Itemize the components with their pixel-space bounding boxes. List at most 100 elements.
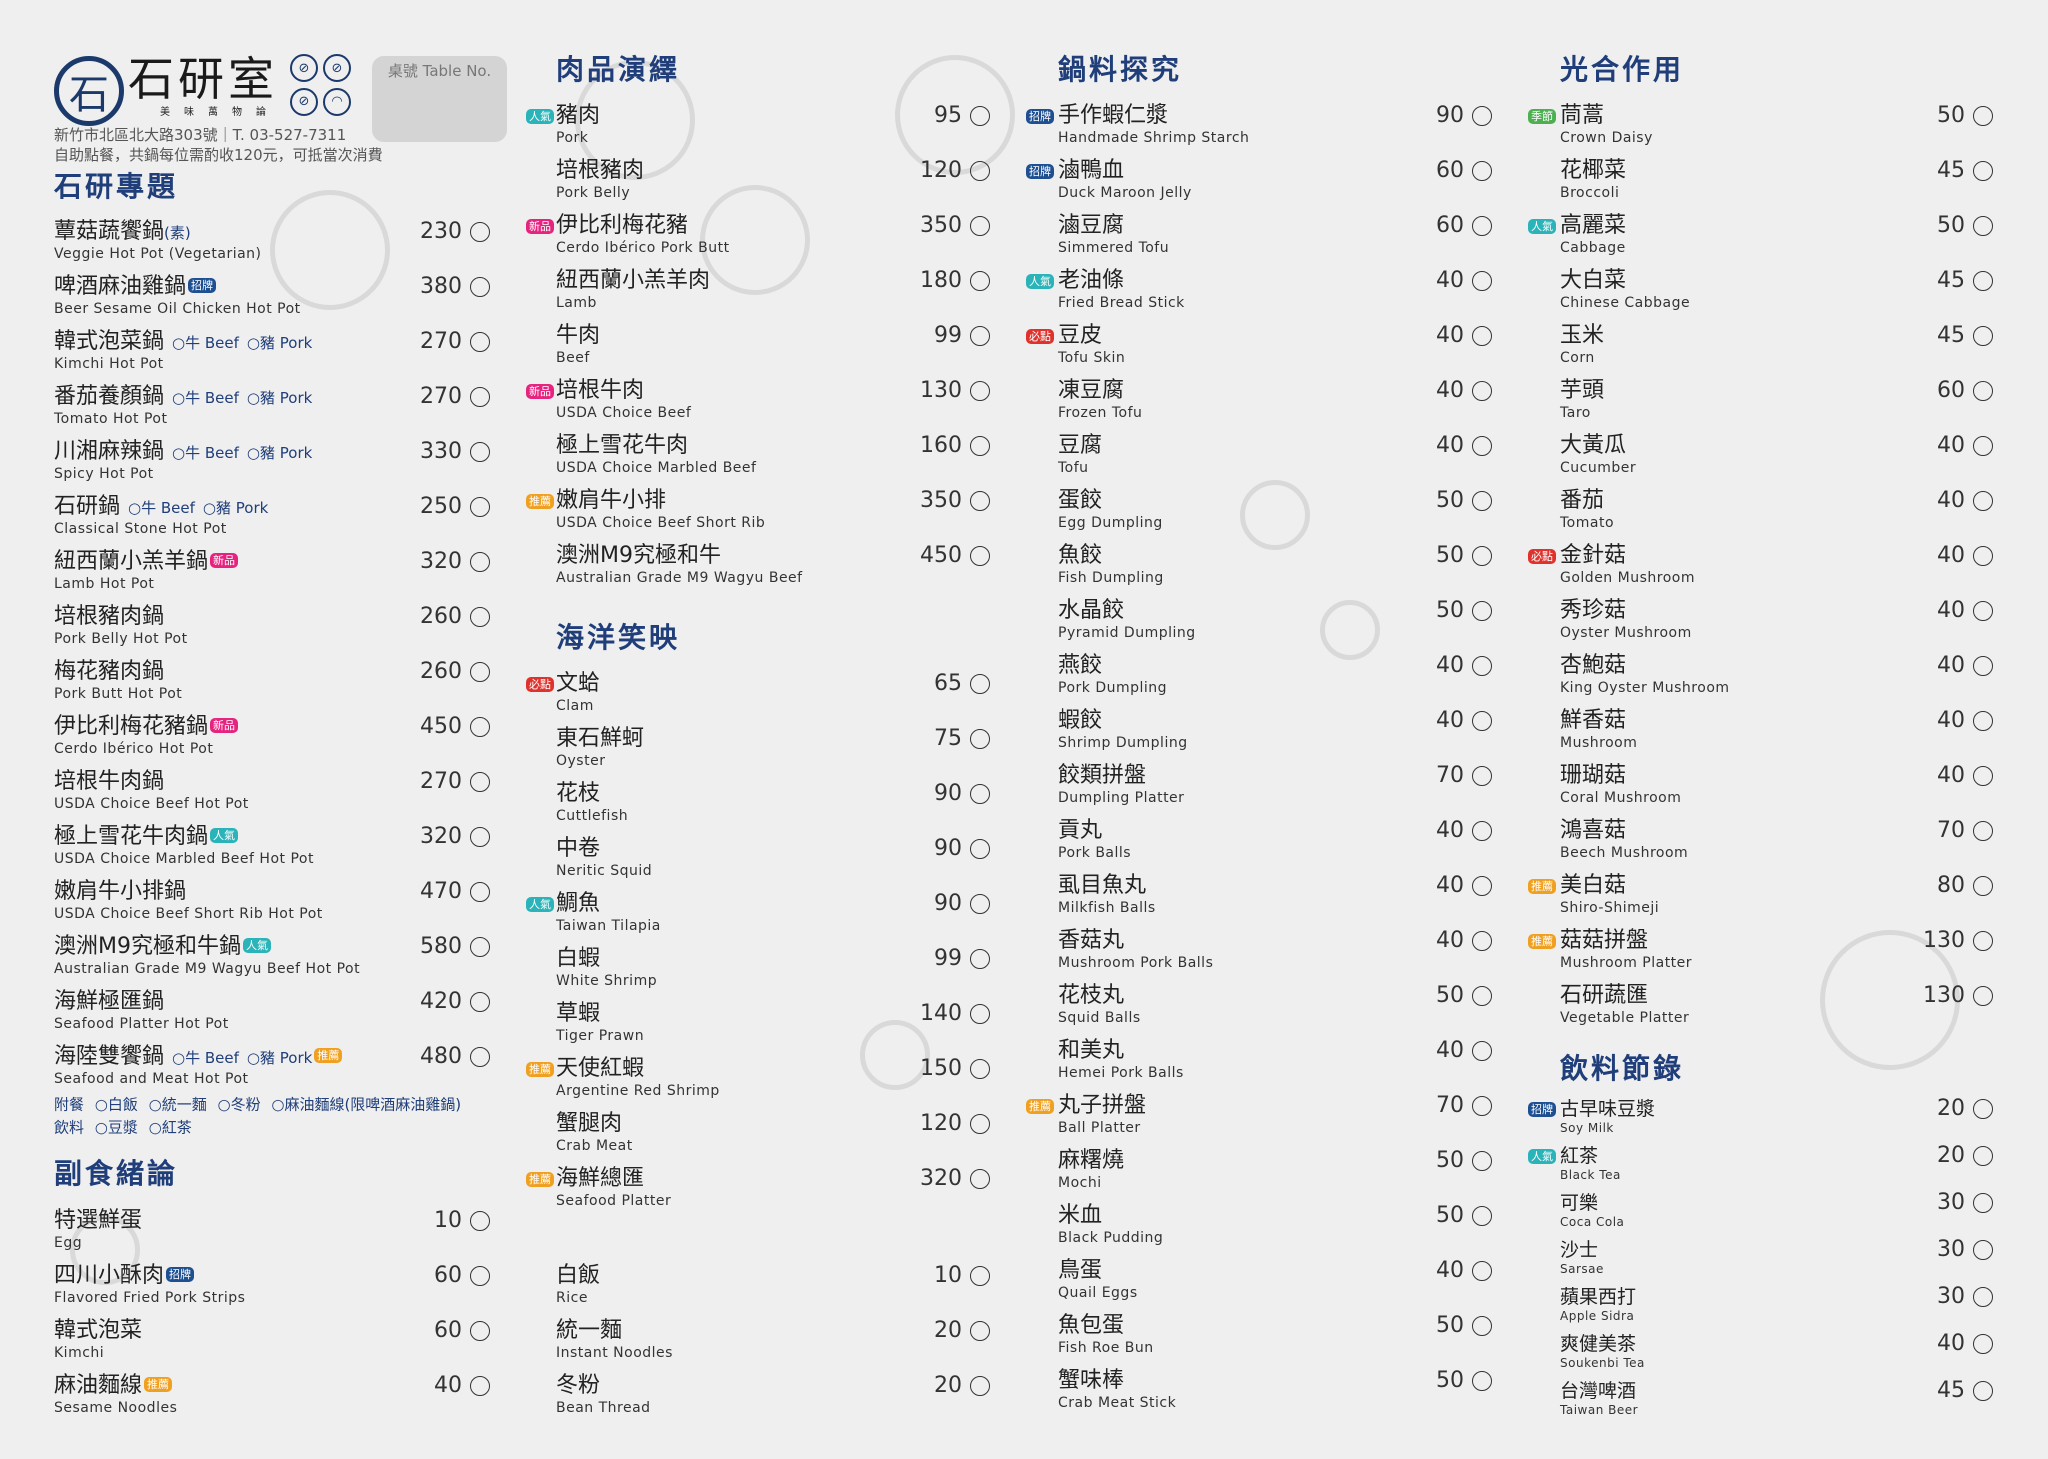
order-checkbox[interactable]	[970, 1004, 990, 1024]
menu-item[interactable]: 沙士 Sarsae 30	[0, 1237, 2048, 1281]
menu-item[interactable]: 韓式泡菜鍋 ○牛 Beef ○豬 Pork Kimchi Hot Pot 270	[0, 329, 2048, 373]
option-checkbox[interactable]: ○牛 Beef	[172, 1049, 239, 1067]
menu-item[interactable]: 石研鍋 ○牛 Beef ○豬 Pork Classical Stone Hot Pot…	[0, 494, 2048, 538]
order-checkbox[interactable]	[1472, 1041, 1492, 1061]
order-checkbox[interactable]	[1472, 656, 1492, 676]
order-checkbox[interactable]	[470, 442, 490, 462]
order-checkbox[interactable]	[1973, 1146, 1993, 1166]
menu-item[interactable]: 澳洲M9究極和牛 Australian Grade M9 Wagyu Beef 45…	[0, 543, 2048, 587]
menu-item[interactable]: 滷豆腐 Simmered Tofu 60	[0, 213, 2048, 257]
order-checkbox[interactable]	[470, 497, 490, 517]
order-checkbox[interactable]	[970, 326, 990, 346]
order-checkbox[interactable]	[470, 1376, 490, 1396]
order-checkbox[interactable]	[470, 992, 490, 1012]
order-checkbox[interactable]	[1973, 1193, 1993, 1213]
order-checkbox[interactable]	[1973, 216, 1993, 236]
order-checkbox[interactable]	[1472, 491, 1492, 511]
order-checkbox[interactable]	[1973, 271, 1993, 291]
menu-item[interactable]: 澳洲M9究極和牛鍋 人氣 Australian Grade M9 Wagyu Bee…	[0, 934, 2048, 978]
menu-item[interactable]: 特選鮮蛋 Egg 10	[0, 1208, 2048, 1252]
menu-item[interactable]: 川湘麻辣鍋 ○牛 Beef ○豬 Pork Spicy Hot Pot 330	[0, 439, 2048, 483]
menu-item[interactable]: 鮮香菇 Mushroom 40	[0, 708, 2048, 752]
order-checkbox[interactable]	[470, 332, 490, 352]
menu-item[interactable]: 人氣 高麗菜 Cabbage 50	[0, 213, 2048, 257]
order-checkbox[interactable]	[470, 662, 490, 682]
order-checkbox[interactable]	[1472, 1206, 1492, 1226]
order-checkbox[interactable]	[1472, 326, 1492, 346]
order-checkbox[interactable]	[1973, 876, 1993, 896]
order-checkbox[interactable]	[1973, 491, 1993, 511]
menu-item[interactable]: 花枝丸 Squid Balls 50	[0, 983, 2048, 1027]
order-checkbox[interactable]	[1973, 821, 1993, 841]
menu-item[interactable]: 培根牛肉鍋 USDA Choice Beef Hot Pot 270	[0, 769, 2048, 813]
order-checkbox[interactable]	[1472, 711, 1492, 731]
menu-item[interactable]: 燕餃 Pork Dumpling 40	[0, 653, 2048, 697]
order-checkbox[interactable]	[1472, 821, 1492, 841]
table-number-field[interactable]: 桌號 Table No.	[372, 56, 507, 142]
menu-item[interactable]: 麻糬燒 Mochi 50	[0, 1148, 2048, 1192]
order-checkbox[interactable]	[1472, 1151, 1492, 1171]
order-checkbox[interactable]	[1973, 1334, 1993, 1354]
order-checkbox[interactable]	[970, 949, 990, 969]
menu-item[interactable]: 番茄 Tomato 40	[0, 488, 2048, 532]
menu-item[interactable]: 必點 豆皮 Tofu Skin 40	[0, 323, 2048, 367]
order-checkbox[interactable]	[970, 491, 990, 511]
menu-item[interactable]: 牛肉 Beef 99	[0, 323, 2048, 367]
order-checkbox[interactable]	[1973, 656, 1993, 676]
addon-option[interactable]: ○冬粉	[212, 1095, 261, 1114]
menu-item[interactable]: 培根豬肉鍋 Pork Belly Hot Pot 260	[0, 604, 2048, 648]
order-checkbox[interactable]	[1472, 436, 1492, 456]
menu-item[interactable]: 芋頭 Taro 60	[0, 378, 2048, 422]
order-checkbox[interactable]	[1973, 1287, 1993, 1307]
option-checkbox[interactable]: ○豬 Pork	[246, 389, 313, 407]
menu-item[interactable]: 大黃瓜 Cucumber 40	[0, 433, 2048, 477]
menu-item[interactable]: 推薦 美白菇 Shiro-Shimeji 80	[0, 873, 2048, 917]
order-checkbox[interactable]	[1973, 1099, 1993, 1119]
menu-item[interactable]: 紐西蘭小羔羊肉 Lamb 180	[0, 268, 2048, 312]
order-checkbox[interactable]	[470, 717, 490, 737]
menu-item[interactable]: 梅花豬肉鍋 Pork Butt Hot Pot 260	[0, 659, 2048, 703]
order-checkbox[interactable]	[970, 436, 990, 456]
order-checkbox[interactable]	[970, 729, 990, 749]
menu-item[interactable]: 蟹腿肉 Crab Meat 120	[0, 1111, 2048, 1155]
menu-item[interactable]: 人氣 紅茶 Black Tea 20	[0, 1143, 2048, 1187]
order-checkbox[interactable]	[1973, 601, 1993, 621]
menu-item[interactable]: 麻油麵線 推薦 Sesame Noodles 40	[0, 1373, 2048, 1417]
menu-item[interactable]: 可樂 Coca Cola 30	[0, 1190, 2048, 1234]
order-checkbox[interactable]	[470, 1047, 490, 1067]
order-checkbox[interactable]	[1472, 986, 1492, 1006]
menu-item[interactable]: 極上雪花牛肉鍋 人氣 USDA Choice Marbled Beef Hot Po…	[0, 824, 2048, 868]
menu-item[interactable]: 蛋餃 Egg Dumpling 50	[0, 488, 2048, 532]
menu-item[interactable]: 蟹味棒 Crab Meat Stick 50	[0, 1368, 2048, 1412]
addon-option[interactable]: ○統一麵	[143, 1095, 207, 1114]
menu-item[interactable]: 虱目魚丸 Milkfish Balls 40	[0, 873, 2048, 917]
menu-item[interactable]: 鴻喜菇 Beech Mushroom 70	[0, 818, 2048, 862]
menu-item[interactable]: 東石鮮蚵 Oyster 75	[0, 726, 2048, 770]
menu-item[interactable]: 白蝦 White Shrimp 99	[0, 946, 2048, 990]
order-checkbox[interactable]	[970, 1059, 990, 1079]
order-checkbox[interactable]	[470, 387, 490, 407]
menu-item[interactable]: 水晶餃 Pyramid Dumpling 50	[0, 598, 2048, 642]
menu-item[interactable]: 新品 培根牛肉 USDA Choice Beef 130	[0, 378, 2048, 422]
order-checkbox[interactable]	[1973, 931, 1993, 951]
menu-item[interactable]: 招牌 手作蝦仁漿 Handmade Shrimp Starch 90	[0, 103, 2048, 147]
order-checkbox[interactable]	[970, 784, 990, 804]
menu-item[interactable]: 花椰菜 Broccoli 45	[0, 158, 2048, 202]
option-checkbox[interactable]: ○豬 Pork	[246, 444, 313, 462]
menu-item[interactable]: 極上雪花牛肉 USDA Choice Marbled Beef 160	[0, 433, 2048, 477]
menu-item[interactable]: 香菇丸 Mushroom Pork Balls 40	[0, 928, 2048, 972]
menu-item[interactable]: 番茄養顏鍋 ○牛 Beef ○豬 Pork Tomato Hot Pot 270	[0, 384, 2048, 428]
order-checkbox[interactable]	[470, 882, 490, 902]
order-checkbox[interactable]	[1973, 766, 1993, 786]
order-checkbox[interactable]	[470, 827, 490, 847]
menu-item[interactable]: 啤酒麻油雞鍋 招牌 Beer Sesame Oil Chicken Hot Pot 3…	[0, 274, 2048, 318]
addon-option[interactable]: ○紅茶	[143, 1118, 192, 1137]
menu-item[interactable]: 玉米 Corn 45	[0, 323, 2048, 367]
option-checkbox[interactable]: ○牛 Beef	[172, 444, 239, 462]
order-checkbox[interactable]	[1472, 546, 1492, 566]
order-checkbox[interactable]	[470, 222, 490, 242]
order-checkbox[interactable]	[970, 1114, 990, 1134]
order-checkbox[interactable]	[1472, 271, 1492, 291]
order-checkbox[interactable]	[1973, 1240, 1993, 1260]
menu-item[interactable]: 和美丸 Hemei Pork Balls 40	[0, 1038, 2048, 1082]
